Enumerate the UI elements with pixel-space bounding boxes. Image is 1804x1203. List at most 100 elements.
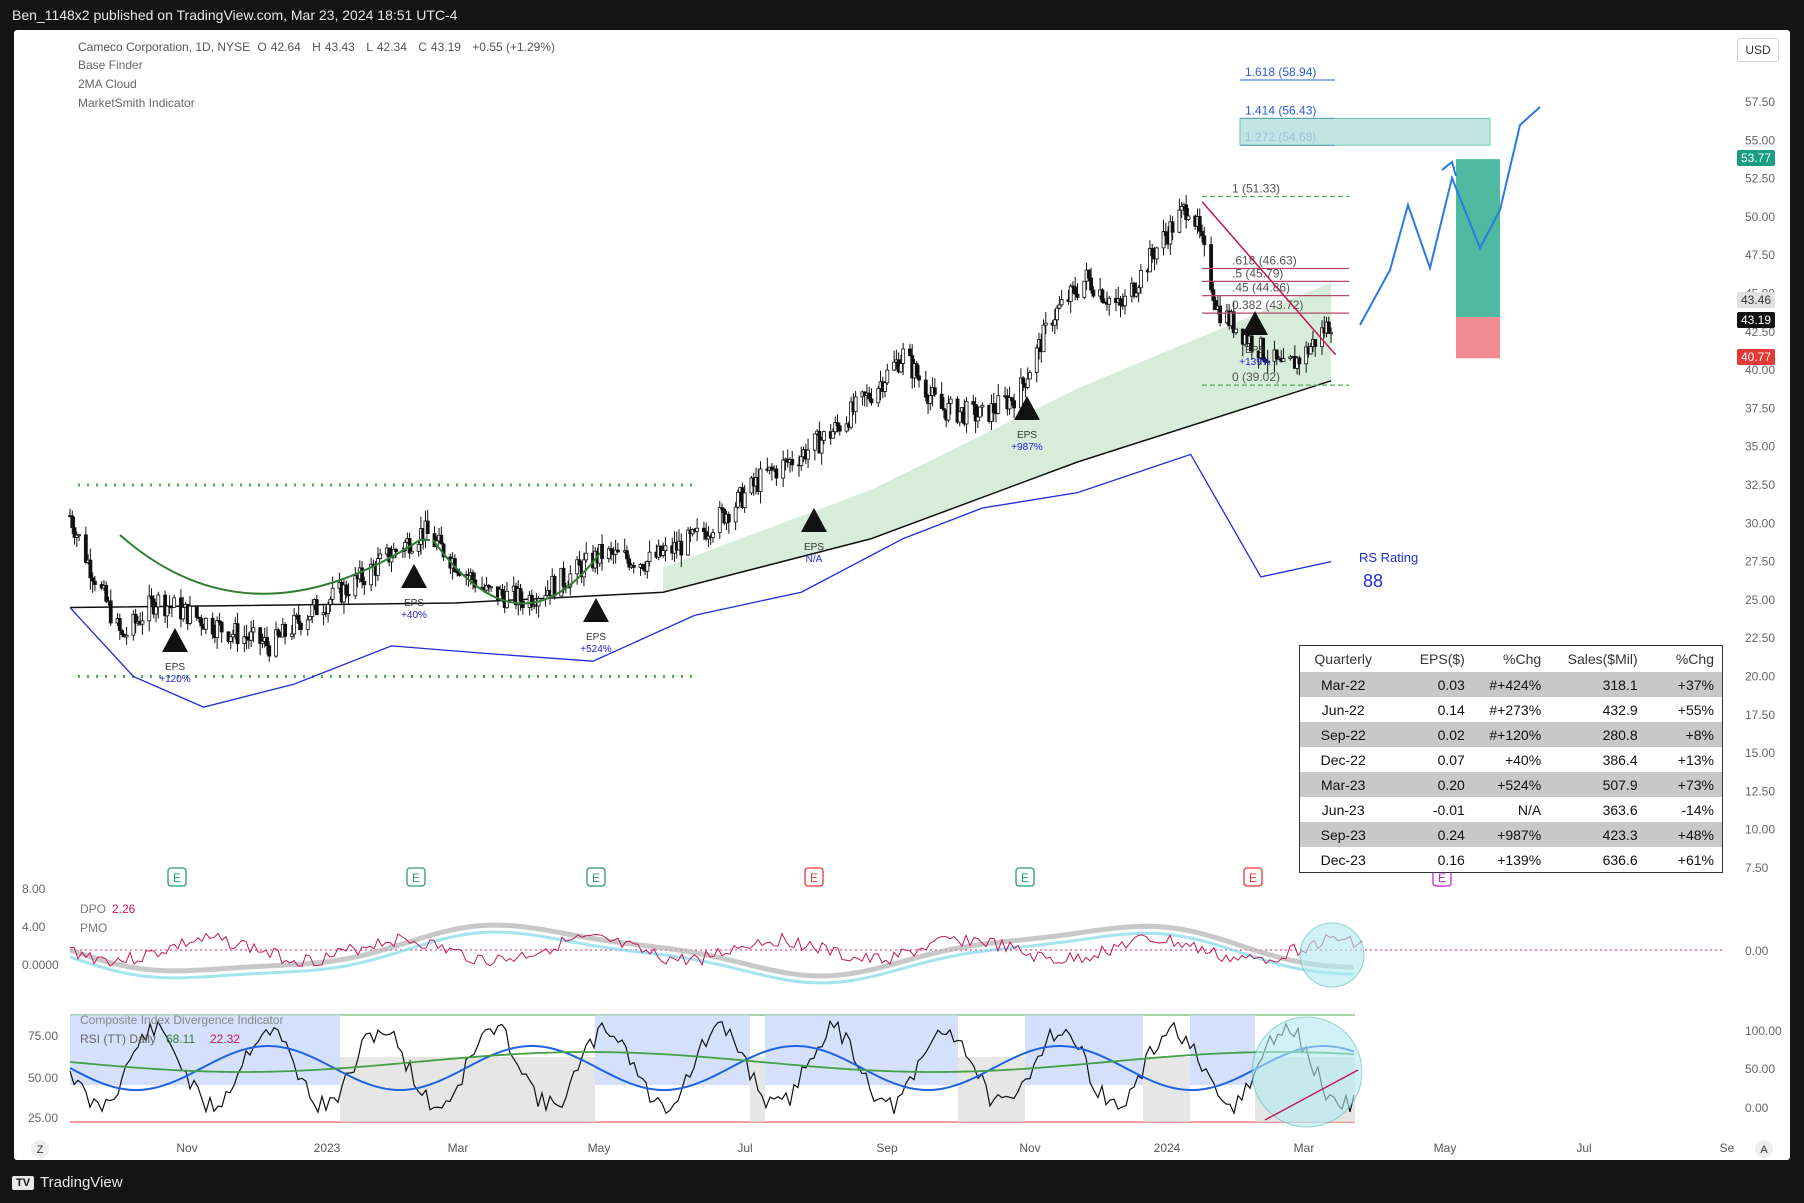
- y-tick-label: 55.00: [1745, 133, 1775, 147]
- study-base-finder[interactable]: Base Finder: [78, 58, 143, 72]
- rsi-band: [765, 1015, 958, 1085]
- study-2ma-cloud[interactable]: 2MA Cloud: [78, 77, 137, 91]
- earnings-badge-icon: [586, 867, 606, 887]
- candle-body: [1082, 280, 1087, 298]
- stop-zone: [1456, 317, 1500, 359]
- eps-triangle-icon: [583, 598, 609, 622]
- y-tick-label: 17.50: [1745, 708, 1775, 722]
- rsi-slow-line: [69, 1051, 1355, 1073]
- table-header: %Chg: [1645, 645, 1723, 672]
- candle-body: [1154, 247, 1159, 260]
- candle-body: [1177, 209, 1182, 233]
- candle-body: [686, 529, 690, 556]
- eps-triangle-icon: [1242, 311, 1268, 335]
- candle-body: [529, 594, 534, 607]
- y-tick-label: 15.00: [1745, 746, 1775, 760]
- candle-body: [552, 575, 557, 597]
- candle-body: [631, 564, 636, 568]
- currency-button[interactable]: USD: [1737, 38, 1779, 62]
- candle-body: [72, 527, 77, 538]
- candle-body: [314, 599, 319, 616]
- table-cell: 0.24: [1386, 822, 1473, 847]
- y-tick-label: 32.50: [1745, 478, 1775, 492]
- earnings-badge-label: E: [1021, 871, 1029, 885]
- candle-body: [561, 567, 566, 587]
- candle-body: [831, 431, 835, 439]
- candle-body: [330, 587, 335, 600]
- candle-body: [973, 404, 978, 422]
- candle-body: [260, 641, 265, 644]
- candle-body: [640, 563, 645, 570]
- earnings-badge-icon: [167, 867, 187, 887]
- table-cell: -0.01: [1386, 797, 1473, 822]
- candle-body: [948, 398, 953, 404]
- candle-body: [1209, 244, 1213, 291]
- candle-body: [131, 613, 136, 636]
- candle-body: [1231, 311, 1236, 334]
- table-row: Jun-22 0.14 #+273% 432.9 +55%: [1299, 697, 1723, 722]
- dpo-label: DPO: [80, 902, 106, 916]
- base-curve: [119, 534, 430, 595]
- candle-body: [1168, 221, 1173, 245]
- candle-body: [932, 387, 937, 395]
- candle-body: [231, 633, 235, 638]
- tv-icon: TV: [12, 1176, 34, 1191]
- close-label: C: [418, 40, 427, 54]
- candle-body: [1179, 206, 1184, 211]
- candle-body: [568, 573, 573, 588]
- candle-body: [582, 559, 586, 578]
- candle-body: [978, 406, 983, 418]
- candle-body: [577, 559, 582, 566]
- earnings-badge-icon: [1015, 867, 1035, 887]
- x-tick-label: Mar: [1294, 1141, 1315, 1155]
- candle-body: [1148, 248, 1152, 273]
- candle-body: [425, 520, 430, 535]
- table-cell: -14%: [1645, 797, 1723, 822]
- fib-label: .45 (44.86): [1232, 281, 1290, 295]
- pane3-title: Composite Index Divergence Indicator: [80, 1013, 283, 1027]
- table-cell: 0.02: [1386, 722, 1473, 747]
- candle-body: [360, 567, 364, 582]
- tradingview-logo[interactable]: TV TradingView: [12, 1174, 123, 1191]
- candle-body: [946, 402, 951, 421]
- low-value: 42.34: [376, 40, 407, 54]
- candle-body: [1184, 204, 1189, 220]
- y-tick-label: 57.50: [1745, 95, 1775, 109]
- candle-body: [203, 617, 208, 630]
- pane3-left-tick: 25.00: [28, 1111, 58, 1125]
- pane2-left-tick: 4.00: [22, 920, 46, 934]
- candle-body: [1089, 277, 1093, 291]
- rsi-band: [1190, 1015, 1255, 1085]
- candle-body: [645, 560, 650, 572]
- eps-marker-change: +987%: [1011, 442, 1043, 453]
- candle-body: [117, 618, 122, 631]
- y-tick-label: 25.00: [1745, 593, 1775, 607]
- candle-body: [917, 375, 921, 381]
- candle-body: [1326, 321, 1331, 334]
- y-tick-label: 37.50: [1745, 401, 1775, 415]
- candle-body: [88, 559, 93, 579]
- candle-body: [181, 607, 186, 620]
- table-row: Dec-23 0.16 +139% 636.6 +61%: [1299, 847, 1723, 873]
- candle-body: [215, 620, 220, 638]
- candle-body: [267, 645, 272, 657]
- earnings-badge-label: E: [592, 871, 600, 885]
- footer-bar: [0, 1160, 1804, 1203]
- table-cell: Jun-22: [1299, 697, 1387, 722]
- candle-body: [819, 439, 824, 454]
- fib-label: 0 (39.02): [1232, 370, 1280, 384]
- candle-body: [1274, 349, 1279, 360]
- y-tick-label: 52.50: [1745, 172, 1775, 186]
- table-cell: Jun-23: [1299, 797, 1387, 822]
- y-tick-label: 42.50: [1745, 325, 1775, 339]
- candle-body: [1218, 305, 1223, 324]
- highlight-circle: [1251, 1016, 1363, 1128]
- candle-body: [996, 395, 1001, 414]
- candle-body: [369, 563, 374, 586]
- table-cell: +40%: [1472, 747, 1550, 772]
- candle-body: [265, 637, 269, 647]
- candle-body: [790, 459, 795, 466]
- study-marketsmith[interactable]: MarketSmith Indicator: [78, 96, 195, 110]
- earnings-badge-icon: [1243, 867, 1263, 887]
